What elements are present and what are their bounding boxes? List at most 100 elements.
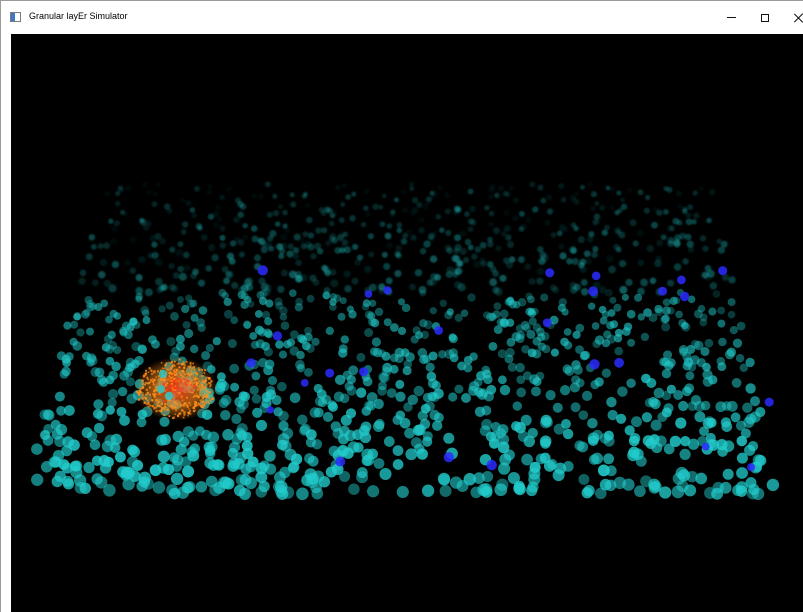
granule-cell	[93, 422, 105, 434]
granule-cell	[717, 306, 726, 315]
granule-cell	[356, 471, 369, 484]
granule-cell	[546, 458, 558, 470]
granule-cell	[425, 362, 435, 372]
granule-cell	[686, 344, 696, 354]
maximize-button[interactable]	[748, 1, 782, 34]
granule-cell	[512, 401, 522, 411]
active-particle	[193, 382, 195, 384]
title-bar[interactable]: Granular layEr Simulator	[1, 1, 803, 34]
granule-cell	[399, 417, 411, 429]
granule-cell	[85, 253, 93, 261]
active-particle	[141, 386, 145, 389]
simulation-viewport[interactable]	[11, 34, 803, 612]
granule-cell	[233, 458, 245, 470]
active-particle	[157, 370, 160, 373]
granule-cell	[601, 229, 608, 236]
granule-cell	[402, 232, 409, 239]
active-particle	[171, 365, 174, 368]
granule-cell	[337, 312, 346, 321]
granule-cell	[722, 468, 734, 480]
granule-cell	[181, 304, 190, 314]
granule-cell	[404, 427, 415, 439]
granule-cell	[508, 256, 516, 263]
granule-cell	[488, 313, 497, 321]
granule-cell	[62, 478, 75, 490]
granule-cell	[275, 480, 288, 494]
granule-cell	[457, 283, 466, 292]
granule-cell	[580, 184, 585, 190]
active-particle	[202, 386, 205, 389]
granule-cell	[339, 247, 346, 254]
active-particle	[182, 404, 185, 406]
granule-cell	[214, 204, 222, 211]
granule-cell	[346, 385, 357, 396]
granule-cell	[295, 297, 304, 306]
granule-cell	[289, 192, 295, 198]
active-particle	[204, 386, 207, 388]
active-particle	[155, 388, 158, 391]
granule-cell	[560, 197, 567, 203]
active-particle	[209, 399, 212, 402]
active-particle	[146, 376, 148, 378]
active-particle	[185, 403, 188, 406]
granule-cell	[427, 233, 435, 240]
granule-cell	[663, 443, 675, 455]
active-particle	[139, 388, 141, 390]
granule-cell	[83, 308, 91, 317]
active-particle	[194, 380, 197, 383]
granule-cell	[265, 299, 274, 308]
granule-cell	[463, 363, 473, 373]
active-particle	[165, 362, 168, 364]
granule-cell	[142, 316, 151, 325]
granule-cell	[525, 292, 533, 300]
close-button[interactable]	[782, 1, 803, 34]
granule-cell	[240, 391, 251, 402]
granule-cell	[541, 254, 549, 262]
granule-cell	[230, 382, 240, 392]
granule-cell	[729, 325, 739, 335]
granule-cells-near	[31, 288, 780, 501]
granule-cell	[265, 330, 273, 339]
granule-cell	[288, 270, 297, 279]
window-title: Granular layEr Simulator	[29, 11, 128, 21]
granule-cell	[692, 190, 698, 196]
active-particle	[181, 370, 184, 373]
granule-cell	[609, 320, 619, 329]
active-particle	[153, 393, 156, 396]
granule-cell	[218, 398, 229, 409]
granule-cell	[453, 205, 461, 212]
granule-cell	[654, 307, 664, 317]
highlighted-cell	[588, 286, 599, 297]
active-particle	[155, 376, 157, 378]
granule-cell	[687, 362, 697, 372]
granule-cell	[383, 262, 391, 271]
granule-cell	[325, 240, 332, 247]
active-particle	[146, 399, 149, 402]
granule-cell	[389, 353, 399, 363]
granule-cell	[578, 473, 590, 485]
granule-cell	[437, 184, 444, 191]
granule-cell	[403, 359, 413, 369]
granule-cell	[330, 279, 339, 288]
granule-cell	[411, 197, 419, 204]
granule-cell	[552, 286, 560, 294]
granule-cell	[481, 471, 494, 483]
granule-cell	[409, 181, 414, 187]
granule-cell	[244, 296, 252, 304]
active-particle	[196, 388, 199, 391]
active-particle	[186, 361, 188, 363]
granule-cell	[363, 205, 369, 211]
granule-cell	[667, 236, 675, 244]
granule-cell	[486, 240, 493, 248]
granule-cell	[687, 438, 700, 450]
granule-cell	[282, 209, 288, 216]
granule-cell	[219, 234, 226, 241]
minimize-button[interactable]	[714, 1, 748, 34]
granule-cell	[278, 350, 288, 359]
granule-cell	[96, 375, 107, 385]
granule-cell	[493, 302, 502, 310]
granule-cell	[708, 375, 718, 385]
granule-cell	[227, 338, 237, 349]
granule-cell	[143, 224, 150, 231]
